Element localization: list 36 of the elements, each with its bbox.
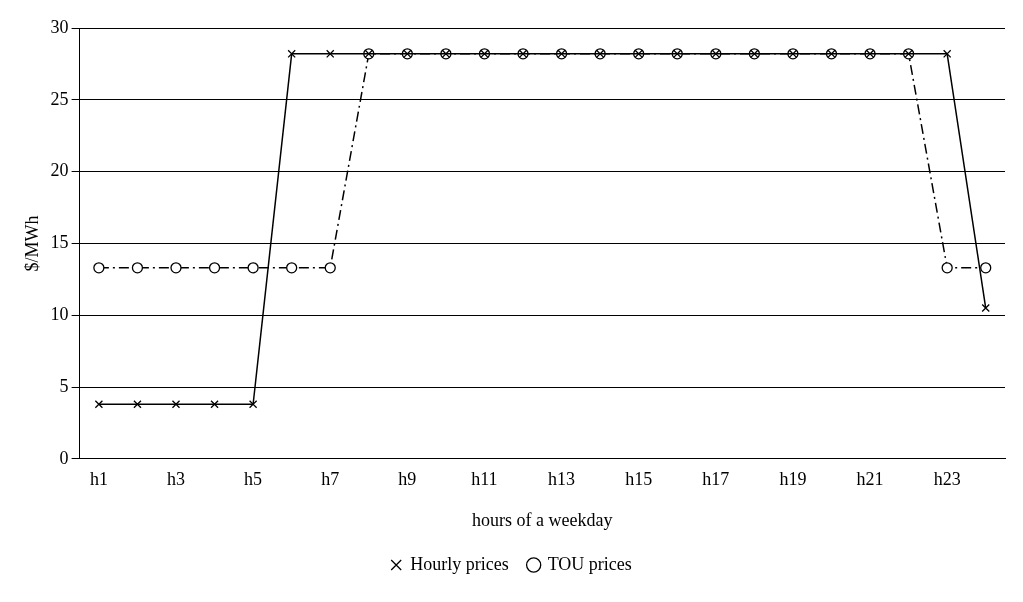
- x-tick-label: h21: [856, 469, 884, 490]
- x-tick-label: h17: [702, 469, 730, 490]
- y-tick-label: 5: [59, 375, 69, 396]
- y-axis-title: $/MWh: [21, 215, 42, 272]
- x-tick-label: h19: [779, 469, 807, 490]
- x-tick-label: h3: [167, 469, 185, 490]
- point: [171, 400, 181, 409]
- y-tick-label: 30: [50, 16, 69, 37]
- point: [94, 400, 104, 409]
- point: [131, 262, 144, 274]
- point: [286, 262, 298, 274]
- x-tick-label: h13: [548, 469, 576, 490]
- y-tick-label: 20: [50, 160, 69, 181]
- y-tick-label: 10: [50, 303, 69, 324]
- legend-label: Hourly prices: [410, 553, 509, 574]
- y-tick-label: 25: [50, 88, 69, 109]
- x-tick-label: h11: [471, 469, 498, 490]
- x-tick-label: h23: [933, 469, 961, 490]
- y-tick-label: 15: [50, 232, 69, 253]
- point: [248, 400, 258, 409]
- point: [208, 262, 221, 274]
- point: [941, 262, 953, 274]
- x-tick-label: h1: [89, 469, 108, 490]
- point: [942, 49, 952, 59]
- point: [324, 262, 336, 274]
- point: [247, 262, 259, 274]
- x-tick-label: h7: [321, 469, 340, 490]
- point: [93, 262, 105, 274]
- point: [980, 262, 992, 274]
- x-tick-label: h5: [244, 469, 263, 490]
- y-tick-label: 0: [59, 447, 69, 468]
- x-axis-title: hours of a weekday: [472, 509, 613, 530]
- x-tick-label: h15: [625, 469, 653, 490]
- legend-label: TOU prices: [547, 553, 632, 574]
- x-tick-label: h9: [398, 469, 417, 490]
- point: [170, 262, 182, 274]
